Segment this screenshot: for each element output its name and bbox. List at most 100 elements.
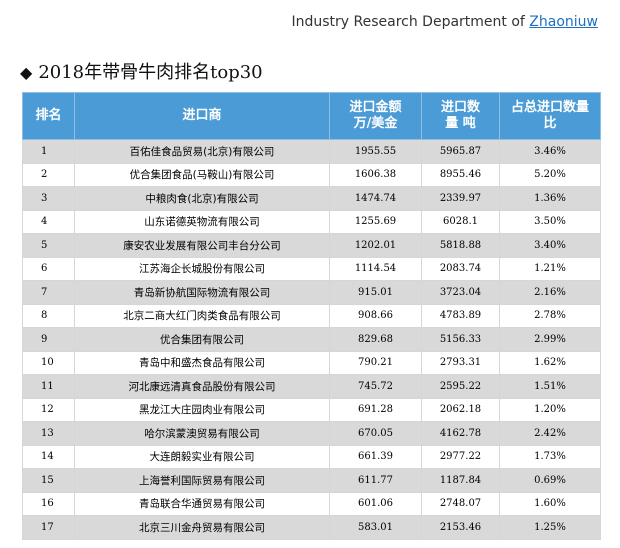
table-row: 14 大连朗毅实业有限公司 661.39 2977.22 1.73% (22, 444, 601, 469)
share-cell: 1.51% (499, 374, 601, 399)
table-row: 11 河北康远清真食品股份有限公司 745.72 2595.22 1.51% (22, 374, 601, 399)
import-value-cell: 915.01 (329, 280, 422, 305)
rank-cell: 7 (22, 280, 75, 305)
import-quantity-cell: 3723.04 (421, 280, 500, 305)
import-quantity-cell: 5156.33 (421, 327, 500, 352)
company-cell: 江苏海企长城股份有限公司 (74, 256, 330, 281)
rank-cell: 15 (22, 468, 75, 493)
import-quantity-cell: 5965.87 (421, 139, 500, 164)
share-cell: 2.99% (499, 327, 601, 352)
import-value-cell: 583.01 (329, 515, 422, 540)
table-header-row: 排名 进口商 进口金额 万/美金 进口数量 吨占总进口数量比 (22, 92, 601, 140)
company-cell: 青岛中和盛杰食品有限公司 (74, 350, 330, 375)
import-quantity-cell: 8955.46 (421, 162, 500, 187)
import-value-cell: 790.21 (329, 350, 422, 375)
share-cell: 5.20% (499, 162, 601, 187)
rank-cell: 1 (22, 139, 75, 164)
import-value-cell: 908.66 (329, 303, 422, 328)
rank-header: 排名 (22, 92, 75, 140)
import-value-cell: 691.28 (329, 397, 422, 422)
import-quantity-cell: 5818.88 (421, 233, 500, 258)
company-cell: 上海誉利国际贸易有限公司 (74, 468, 330, 493)
ranking-table: 排名 进口商 进口金额 万/美金 进口数量 吨占总进口数量比 1 百佑佳食品贸易(北京)有… (22, 92, 601, 540)
company-cell: 青岛联合华通贸易有限公司 (74, 491, 330, 516)
table-row: 6 江苏海企长城股份有限公司 1114.54 2083.74 1.21% (22, 256, 601, 281)
rank-cell: 11 (22, 374, 75, 399)
import-quantity-cell: 2153.46 (421, 515, 500, 540)
rank-cell: 6 (22, 256, 75, 281)
import-value-cell: 601.06 (329, 491, 422, 516)
import-quantity-cell: 2339.97 (421, 186, 500, 211)
import-value-cell: 829.68 (329, 327, 422, 352)
table-row: 2 优合集团食品(马鞍山)有限公司 1606.38 8955.46 5.20% (22, 162, 601, 187)
diamond-bullet-icon: ◆ (20, 63, 33, 82)
import-value-header: 进口金额 万/美金 (329, 92, 422, 140)
company-cell: 中粮肉食(北京)有限公司 (74, 186, 330, 211)
import-quantity-cell: 2083.74 (421, 256, 500, 281)
title-text: 2018年带骨牛肉排名top30 (38, 62, 263, 83)
share-cell: 3.50% (499, 209, 601, 234)
import-quantity-header: 进口数量 吨 (421, 92, 500, 140)
import-value-cell: 611.77 (329, 468, 422, 493)
rank-cell: 8 (22, 303, 75, 328)
import-value-cell: 1955.55 (329, 139, 422, 164)
table-row: 4 山东诺德英物流有限公司 1255.69 6028.1 3.50% (22, 209, 601, 234)
company-cell: 优合集团有限公司 (74, 327, 330, 352)
table-body: 1 百佑佳食品贸易(北京)有限公司 1955.55 5965.87 3.46% 2 优合集团… (22, 139, 601, 540)
rank-cell: 4 (22, 209, 75, 234)
import-quantity-cell: 4783.89 (421, 303, 500, 328)
import-quantity-cell: 2793.31 (421, 350, 500, 375)
share-cell: 2.42% (499, 421, 601, 446)
import-value-cell: 1474.74 (329, 186, 422, 211)
table-row: 13 哈尔滨蒙澳贸易有限公司 670.05 4162.78 2.42% (22, 421, 601, 446)
rank-cell: 16 (22, 491, 75, 516)
share-cell: 3.46% (499, 139, 601, 164)
table-row: 15 上海誉利国际贸易有限公司 611.77 1187.84 0.69% (22, 468, 601, 493)
department-text: Industry Research Department of (291, 14, 530, 30)
share-cell: 2.78% (499, 303, 601, 328)
import-value-cell: 745.72 (329, 374, 422, 399)
rank-cell: 10 (22, 350, 75, 375)
page-title: ◆ 2018年带骨牛肉排名top30 (20, 58, 263, 84)
import-value-cell: 1606.38 (329, 162, 422, 187)
share-cell: 1.73% (499, 444, 601, 469)
import-value-cell: 1202.01 (329, 233, 422, 258)
share-header: 占总进口数量比 (499, 92, 601, 140)
share-cell: 1.25% (499, 515, 601, 540)
company-cell: 北京二商大红门肉类食品有限公司 (74, 303, 330, 328)
rank-cell: 17 (22, 515, 75, 540)
import-value-cell: 670.05 (329, 421, 422, 446)
company-cell: 黑龙江大庄园肉业有限公司 (74, 397, 330, 422)
share-cell: 0.69% (499, 468, 601, 493)
table-row: 8 北京二商大红门肉类食品有限公司 908.66 4783.89 2.78% (22, 303, 601, 328)
table-row: 9 优合集团有限公司 829.68 5156.33 2.99% (22, 327, 601, 352)
table-row: 17 北京三川金舟贸易有限公司 583.01 2153.46 1.25% (22, 515, 601, 540)
share-cell: 2.16% (499, 280, 601, 305)
import-value-cell: 661.39 (329, 444, 422, 469)
share-cell: 3.40% (499, 233, 601, 258)
table-row: 1 百佑佳食品贸易(北京)有限公司 1955.55 5965.87 3.46% (22, 139, 601, 164)
import-quantity-cell: 2595.22 (421, 374, 500, 399)
zhaoniuw-link[interactable]: Zhaoniuw (529, 14, 598, 30)
company-cell: 哈尔滨蒙澳贸易有限公司 (74, 421, 330, 446)
table-row: 16 青岛联合华通贸易有限公司 601.06 2748.07 1.60% (22, 491, 601, 516)
table-row: 7 青岛新协航国际物流有限公司 915.01 3723.04 2.16% (22, 280, 601, 305)
share-cell: 1.62% (499, 350, 601, 375)
company-cell: 优合集团食品(马鞍山)有限公司 (74, 162, 330, 187)
importer-header: 进口商 (74, 92, 330, 140)
company-cell: 百佑佳食品贸易(北京)有限公司 (74, 139, 330, 164)
share-cell: 1.21% (499, 256, 601, 281)
rank-cell: 3 (22, 186, 75, 211)
share-cell: 1.36% (499, 186, 601, 211)
import-quantity-cell: 4162.78 (421, 421, 500, 446)
company-cell: 山东诺德英物流有限公司 (74, 209, 330, 234)
import-value-cell: 1114.54 (329, 256, 422, 281)
company-cell: 北京三川金舟贸易有限公司 (74, 515, 330, 540)
table-row: 3 中粮肉食(北京)有限公司 1474.74 2339.97 1.36% (22, 186, 601, 211)
company-cell: 大连朗毅实业有限公司 (74, 444, 330, 469)
import-quantity-cell: 1187.84 (421, 468, 500, 493)
table-row: 12 黑龙江大庄园肉业有限公司 691.28 2062.18 1.20% (22, 397, 601, 422)
rank-cell: 14 (22, 444, 75, 469)
share-cell: 1.60% (499, 491, 601, 516)
rank-cell: 2 (22, 162, 75, 187)
